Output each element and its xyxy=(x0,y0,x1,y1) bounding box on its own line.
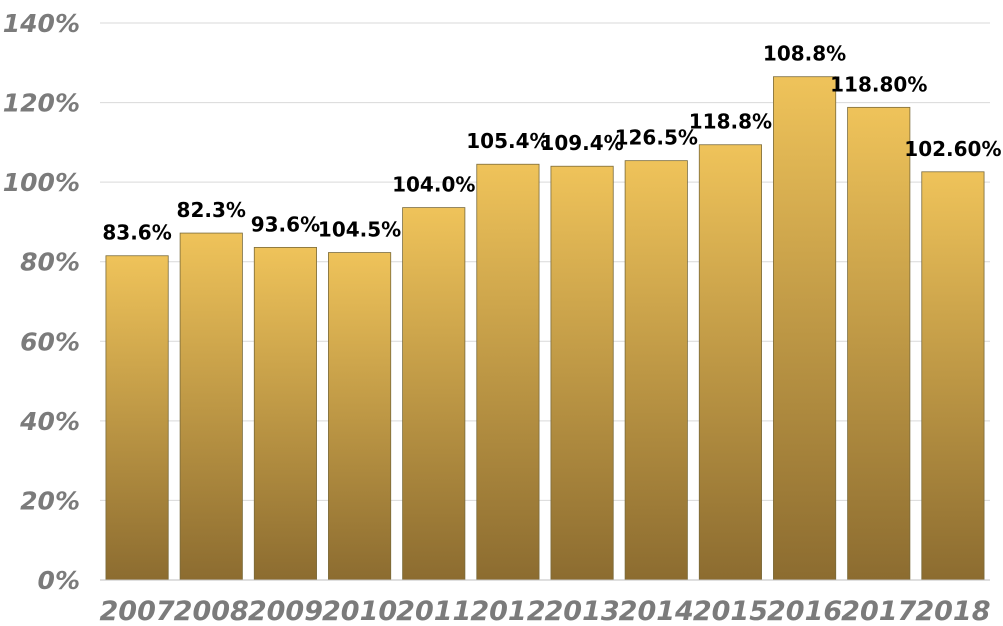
bar xyxy=(624,160,688,581)
x-tick-label: 2010 xyxy=(322,596,397,626)
x-tick-label: 2009 xyxy=(248,596,323,626)
data-label: 108.8% xyxy=(763,42,846,66)
gridlines xyxy=(100,22,990,501)
bar xyxy=(253,246,317,581)
x-tick-label: 2011 xyxy=(396,596,471,626)
data-label: 93.6% xyxy=(251,212,320,236)
y-tick-label: 100% xyxy=(3,168,80,197)
data-label: 83.6% xyxy=(102,221,171,245)
x-tick-label: 2013 xyxy=(545,596,620,626)
bar xyxy=(847,106,911,581)
data-label: 104.0% xyxy=(392,173,475,197)
bar xyxy=(698,144,762,581)
bar xyxy=(921,171,985,581)
y-tick-label: 120% xyxy=(3,89,80,118)
x-tick-label: 2016 xyxy=(767,596,842,626)
y-tick-label: 0% xyxy=(38,566,80,595)
data-label: 105.4% xyxy=(466,129,549,153)
y-tick-label: 60% xyxy=(20,327,80,356)
x-tick-label: 2012 xyxy=(470,596,545,626)
data-label: 126.5% xyxy=(615,126,698,150)
x-tick-label: 2014 xyxy=(619,596,694,626)
y-axis-ticks: 0% 20% 40% 60% 80% 100% 120% 140% xyxy=(3,9,80,595)
data-label: 109.4% xyxy=(540,131,623,155)
bar xyxy=(550,165,614,581)
x-tick-label: 2015 xyxy=(693,596,768,626)
x-tick-label: 2007 xyxy=(100,596,175,626)
data-labels: 83.6%82.3%93.6%104.5%104.0%105.4%109.4%1… xyxy=(102,42,1001,245)
bar xyxy=(476,163,540,581)
y-tick-label: 40% xyxy=(19,407,80,436)
y-tick-label: 20% xyxy=(20,486,80,515)
x-tick-label: 2018 xyxy=(915,596,990,626)
bar xyxy=(402,207,466,581)
y-tick-label: 80% xyxy=(20,248,80,277)
bar xyxy=(179,232,243,581)
data-label: 118.8% xyxy=(689,110,772,134)
y-tick-label: 140% xyxy=(3,9,80,38)
data-label: 104.5% xyxy=(318,218,401,242)
bars xyxy=(105,76,985,581)
x-axis-ticks: 2007 2008 2009 2010 2011 2012 2013 2014 2015 2016… xyxy=(100,596,991,626)
x-tick-label: 2017 xyxy=(841,596,916,626)
bar xyxy=(105,255,169,581)
data-label: 102.60% xyxy=(904,137,1001,161)
data-label: 118.80% xyxy=(830,72,927,96)
data-label: 82.3% xyxy=(177,198,246,222)
x-tick-label: 2008 xyxy=(174,596,249,626)
bar xyxy=(328,252,392,581)
bar xyxy=(773,76,837,581)
